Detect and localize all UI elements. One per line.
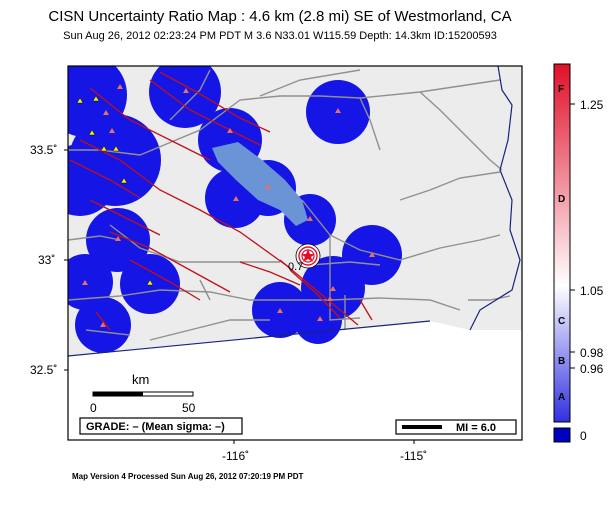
grade-letter-f: F [558, 84, 564, 95]
stations-yellow [76, 95, 154, 286]
colorbar-tick-5: 0 [580, 429, 587, 443]
lat-tick-33: 33˚ [38, 253, 55, 267]
lon-tick-116: -116˚ [222, 449, 249, 463]
grade-letter-d: D [558, 194, 565, 205]
scale-start: 0 [90, 401, 97, 415]
colorbar-tick-1: 1.25 [580, 98, 604, 112]
mi-legend-text: MI = 6.0 [456, 422, 496, 434]
state-border [469, 66, 521, 331]
coverage-circles [68, 66, 402, 353]
lat-tick-32-5: 32.5˚ [30, 363, 57, 377]
salton-sea [212, 142, 308, 226]
scale-bar: km 0 50 [90, 372, 196, 415]
colorbar-tick-3: 0.98 [580, 346, 604, 360]
grade-text: GRADE: – (Mean sigma: –) [86, 421, 225, 433]
scale-end: 50 [182, 401, 196, 415]
epicenter-label: 0.7 [288, 261, 303, 273]
grade-letter-b: B [558, 356, 565, 367]
event-subtitle: Sun Aug 26, 2012 02:23:24 PM PDT M 3.6 N… [63, 30, 497, 42]
grade-letter-a: A [558, 392, 565, 403]
fault-lines [69, 71, 373, 331]
grade-letter-c: C [558, 316, 565, 327]
lon-tick-115: -115˚ [400, 449, 427, 463]
map-area: 0.7 [68, 66, 522, 440]
scale-label: km [132, 372, 149, 387]
grade-box: GRADE: – (Mean sigma: –) [79, 417, 243, 435]
map-footer: Map Version 4 Processed Sun Aug 26, 2012… [72, 472, 304, 481]
roads [68, 69, 511, 341]
colorbar-tick-4: 0.96 [580, 362, 604, 376]
colorbar-tick-2: 1.05 [580, 284, 604, 298]
map-title: CISN Uncertainty Ratio Map : 4.6 km (2.8… [48, 8, 512, 25]
epicenter-marker [295, 243, 321, 269]
mi-legend-box: MI = 6.0 [395, 419, 517, 435]
colorbar: 1.25 1.05 0.98 0.96 0 F D C B A [553, 63, 604, 443]
lat-tick-33-5: 33.5˚ [30, 143, 57, 157]
stations-red [82, 84, 375, 327]
international-border [68, 320, 431, 357]
